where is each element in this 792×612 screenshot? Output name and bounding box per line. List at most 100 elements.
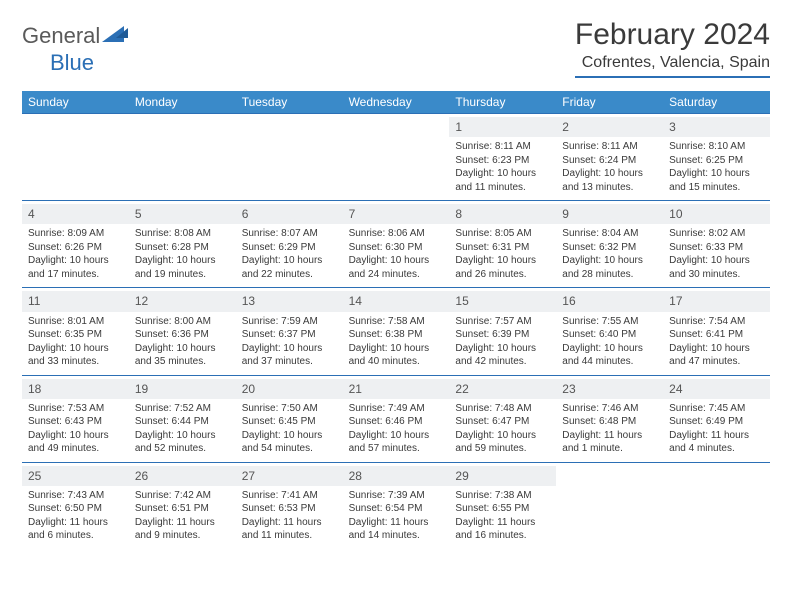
calendar-day-cell: 29Sunrise: 7:38 AMSunset: 6:55 PMDayligh…: [449, 463, 556, 549]
daylight-label: Daylight: 10 hours: [455, 342, 550, 356]
calendar-day-cell: 27 Sunrise: 7:41 AMSunset: 6:53 PMDayligh…: [236, 463, 343, 549]
daylight-label: Daylight: 10 hours: [135, 254, 230, 268]
day-number: 13: [236, 291, 343, 311]
sunset-label: Sunset: 6:24 PM: [562, 154, 657, 168]
sunrise-label: Sunrise: 7:55 AM: [562, 315, 657, 329]
day-number: 6: [236, 204, 343, 224]
daylight-label: Daylight: 10 hours: [135, 429, 230, 443]
daylight-label: and 37 minutes.: [242, 355, 337, 369]
day-number: 16: [556, 291, 663, 311]
day-number: 25: [22, 466, 129, 486]
month-title: February 2024: [575, 18, 770, 52]
weekday-header: Thursday: [449, 91, 556, 113]
sunrise-label: Sunrise: 7:57 AM: [455, 315, 550, 329]
daylight-label: Daylight: 11 hours: [349, 516, 444, 530]
sunrise-label: Sunrise: 7:59 AM: [242, 315, 337, 329]
sunrise-label: Sunrise: 8:06 AM: [349, 227, 444, 241]
sunset-label: Sunset: 6:40 PM: [562, 328, 657, 342]
daylight-label: Daylight: 10 hours: [455, 167, 550, 181]
daylight-label: and 59 minutes.: [455, 442, 550, 456]
sunrise-label: Sunrise: 7:41 AM: [242, 489, 337, 503]
calendar-day-cell: 20Sunrise: 7:50 AMSunset: 6:45 PMDayligh…: [236, 376, 343, 462]
daylight-label: and 47 minutes.: [669, 355, 764, 369]
calendar-empty-cell: [556, 463, 663, 549]
day-number: 27: [236, 466, 343, 486]
sunset-label: Sunset: 6:23 PM: [455, 154, 550, 168]
sunrise-label: Sunrise: 8:11 AM: [455, 140, 550, 154]
sunrise-label: Sunrise: 8:05 AM: [455, 227, 550, 241]
sunrise-label: Sunrise: 7:50 AM: [242, 402, 337, 416]
calendar-day-cell: 21Sunrise: 7:49 AMSunset: 6:46 PMDayligh…: [343, 376, 450, 462]
daylight-label: and 11 minutes.: [455, 181, 550, 195]
daylight-label: and 13 minutes.: [562, 181, 657, 195]
day-number: 18: [22, 379, 129, 399]
daylight-label: and 16 minutes.: [455, 529, 550, 543]
calendar-week-row: 1Sunrise: 8:11 AMSunset: 6:23 PMDaylight…: [22, 113, 770, 200]
sunset-label: Sunset: 6:54 PM: [349, 502, 444, 516]
day-number: 7: [343, 204, 450, 224]
calendar-day-cell: 6Sunrise: 8:07 AMSunset: 6:29 PMDaylight…: [236, 201, 343, 287]
day-number: 10: [663, 204, 770, 224]
calendar-day-cell: 19Sunrise: 7:52 AMSunset: 6:44 PMDayligh…: [129, 376, 236, 462]
daylight-label: Daylight: 11 hours: [562, 429, 657, 443]
sunset-label: Sunset: 6:46 PM: [349, 415, 444, 429]
sunset-label: Sunset: 6:53 PM: [242, 502, 337, 516]
daylight-label: Daylight: 10 hours: [455, 429, 550, 443]
sunset-label: Sunset: 6:39 PM: [455, 328, 550, 342]
sunrise-label: Sunrise: 7:52 AM: [135, 402, 230, 416]
daylight-label: Daylight: 11 hours: [455, 516, 550, 530]
day-number: 9: [556, 204, 663, 224]
sunset-label: Sunset: 6:50 PM: [28, 502, 123, 516]
sunset-label: Sunset: 6:29 PM: [242, 241, 337, 255]
day-number: 19: [129, 379, 236, 399]
weekday-header: Monday: [129, 91, 236, 113]
calendar-day-cell: 24Sunrise: 7:45 AMSunset: 6:49 PMDayligh…: [663, 376, 770, 462]
calendar-day-cell: 2Sunrise: 8:11 AMSunset: 6:24 PMDaylight…: [556, 114, 663, 200]
daylight-label: and 33 minutes.: [28, 355, 123, 369]
calendar-day-cell: 7Sunrise: 8:06 AMSunset: 6:30 PMDaylight…: [343, 201, 450, 287]
sunset-label: Sunset: 6:37 PM: [242, 328, 337, 342]
day-number: 21: [343, 379, 450, 399]
sunrise-label: Sunrise: 7:43 AM: [28, 489, 123, 503]
sunset-label: Sunset: 6:28 PM: [135, 241, 230, 255]
sunset-label: Sunset: 6:38 PM: [349, 328, 444, 342]
calendar-week-row: 18Sunrise: 7:53 AMSunset: 6:43 PMDayligh…: [22, 375, 770, 462]
day-number: 17: [663, 291, 770, 311]
calendar-day-cell: 23Sunrise: 7:46 AMSunset: 6:48 PMDayligh…: [556, 376, 663, 462]
sunset-label: Sunset: 6:35 PM: [28, 328, 123, 342]
day-number: 29: [449, 466, 556, 486]
weekday-header: Friday: [556, 91, 663, 113]
daylight-label: and 19 minutes.: [135, 268, 230, 282]
daylight-label: Daylight: 10 hours: [669, 342, 764, 356]
sunset-label: Sunset: 6:25 PM: [669, 154, 764, 168]
sunset-label: Sunset: 6:45 PM: [242, 415, 337, 429]
sunset-label: Sunset: 6:43 PM: [28, 415, 123, 429]
calendar-day-cell: 17Sunrise: 7:54 AMSunset: 6:41 PMDayligh…: [663, 288, 770, 374]
weekday-header: Wednesday: [343, 91, 450, 113]
sunset-label: Sunset: 6:51 PM: [135, 502, 230, 516]
daylight-label: and 14 minutes.: [349, 529, 444, 543]
day-number: 2: [556, 117, 663, 137]
day-number: 23: [556, 379, 663, 399]
day-number: 3: [663, 117, 770, 137]
daylight-label: and 24 minutes.: [349, 268, 444, 282]
sunrise-label: Sunrise: 8:11 AM: [562, 140, 657, 154]
calendar-day-cell: 10Sunrise: 8:02 AMSunset: 6:33 PMDayligh…: [663, 201, 770, 287]
daylight-label: Daylight: 11 hours: [669, 429, 764, 443]
daylight-label: and 1 minute.: [562, 442, 657, 456]
daylight-label: and 22 minutes.: [242, 268, 337, 282]
sunset-label: Sunset: 6:55 PM: [455, 502, 550, 516]
title-block: February 2024 Cofrentes, Valencia, Spain: [575, 18, 770, 78]
calendar-week-row: 11Sunrise: 8:01 AMSunset: 6:35 PMDayligh…: [22, 287, 770, 374]
daylight-label: Daylight: 11 hours: [242, 516, 337, 530]
day-number: 8: [449, 204, 556, 224]
daylight-label: Daylight: 10 hours: [669, 254, 764, 268]
daylight-label: and 44 minutes.: [562, 355, 657, 369]
daylight-label: Daylight: 10 hours: [28, 429, 123, 443]
day-number: 20: [236, 379, 343, 399]
daylight-label: and 49 minutes.: [28, 442, 123, 456]
daylight-label: Daylight: 10 hours: [28, 254, 123, 268]
day-number: 28: [343, 466, 450, 486]
calendar-day-cell: 13Sunrise: 7:59 AMSunset: 6:37 PMDayligh…: [236, 288, 343, 374]
sunrise-label: Sunrise: 7:49 AM: [349, 402, 444, 416]
